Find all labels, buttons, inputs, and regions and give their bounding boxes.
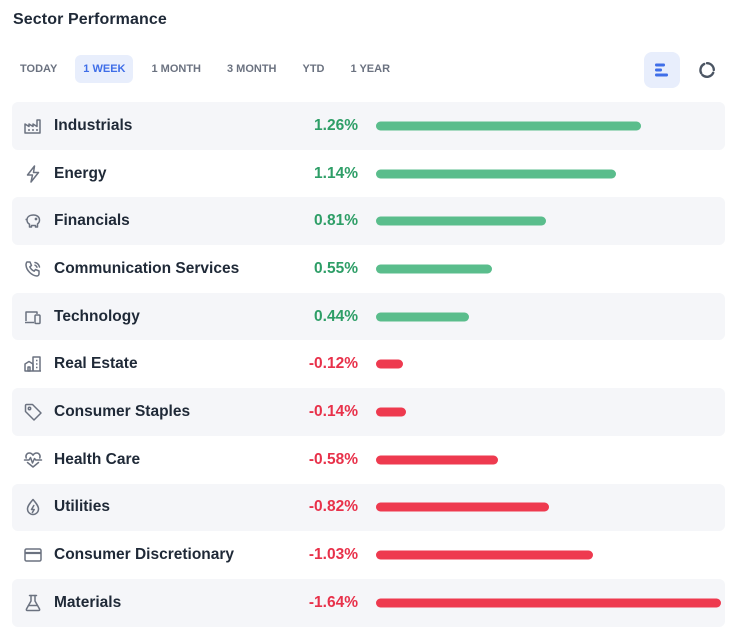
bar-track — [376, 264, 721, 274]
phone-call-icon — [23, 259, 43, 279]
sector-value: 1.14% — [314, 164, 358, 182]
performance-bar — [376, 550, 593, 560]
bar-chart-icon — [655, 63, 668, 77]
tab-ytd[interactable]: YTD — [302, 63, 325, 75]
sector-value: -0.12% — [308, 355, 358, 373]
heartbeat-icon — [23, 450, 43, 470]
sector-name: Health Care — [54, 450, 141, 468]
bar-track — [376, 550, 721, 560]
factory-icon — [23, 116, 43, 136]
sector-value: 1.26% — [314, 116, 358, 134]
performance-bar — [376, 455, 498, 465]
bar-track — [376, 216, 721, 226]
bar-track — [376, 359, 721, 369]
sector-value: -1.64% — [308, 593, 358, 611]
flask-icon — [23, 593, 43, 613]
bar-view-button[interactable] — [644, 52, 680, 88]
widget-title: Sector Performance — [13, 11, 167, 28]
performance-bar — [376, 359, 403, 369]
drop-icon — [23, 497, 43, 517]
sector-name: Industrials — [54, 116, 133, 134]
tab-1-year[interactable]: 1 YEAR — [350, 63, 391, 75]
performance-bar — [376, 312, 469, 322]
bar-track — [376, 502, 721, 512]
sector-value: -1.03% — [308, 546, 358, 564]
bar-track — [376, 312, 721, 322]
sector-row-technology[interactable]: Technology 0.44% — [12, 292, 725, 341]
bar-track — [376, 598, 721, 608]
performance-bar — [376, 407, 406, 417]
tab-1-month[interactable]: 1 MONTH — [151, 63, 201, 75]
period-tabs: TODAY 1 WEEK 1 MONTH 3 MONTH YTD 1 YEAR — [12, 55, 398, 83]
bar-track — [376, 455, 721, 465]
lightning-icon — [23, 164, 43, 184]
sector-name: Energy — [54, 164, 107, 182]
tab-3-month[interactable]: 3 MONTH — [226, 63, 277, 75]
sector-value: 0.44% — [314, 307, 358, 325]
piggy-bank-icon — [23, 211, 43, 231]
bar-track — [376, 407, 721, 417]
performance-bar — [376, 598, 721, 608]
tab-1-week[interactable]: 1 WEEK — [75, 55, 134, 83]
sector-value: -0.58% — [308, 450, 358, 468]
bar-track — [376, 121, 721, 131]
sector-name: Financials — [54, 212, 130, 230]
sector-row-energy[interactable]: Energy 1.14% — [12, 150, 725, 198]
sector-row-communication-services[interactable]: Communication Services 0.55% — [12, 245, 725, 293]
donut-view-button[interactable] — [689, 52, 725, 88]
sector-row-real-estate[interactable]: Real Estate -0.12% — [12, 340, 725, 388]
sector-name: Utilities — [54, 498, 110, 516]
sector-list: Industrials 1.26% Energy 1.14% — [12, 102, 725, 627]
sector-name: Consumer Discretionary — [54, 546, 235, 564]
sector-name: Technology — [54, 307, 140, 325]
sector-name: Consumer Staples — [54, 402, 191, 420]
buildings-icon — [23, 354, 43, 374]
sector-value: -0.82% — [308, 498, 358, 516]
tag-icon — [23, 402, 43, 422]
sector-name: Materials — [54, 593, 122, 611]
performance-bar — [376, 264, 492, 274]
donut-chart-icon — [699, 62, 715, 78]
sector-value: 0.55% — [314, 259, 358, 277]
sector-row-consumer-staples[interactable]: Consumer Staples -0.14% — [12, 388, 725, 436]
sector-row-materials[interactable]: Materials -1.64% — [12, 578, 725, 627]
performance-bar — [376, 216, 547, 226]
tab-today[interactable]: TODAY — [20, 63, 58, 75]
devices-icon — [23, 307, 43, 327]
sector-row-consumer-discretionary[interactable]: Consumer Discretionary -1.03% — [12, 531, 725, 579]
performance-bar — [376, 502, 549, 512]
sector-name: Real Estate — [54, 355, 138, 373]
sector-row-utilities[interactable]: Utilities -0.82% — [12, 483, 725, 532]
sector-row-industrials[interactable]: Industrials 1.26% — [12, 102, 725, 150]
credit-card-icon — [23, 545, 43, 565]
sector-value: 0.81% — [314, 212, 358, 230]
bar-track — [376, 169, 721, 179]
sector-value: -0.14% — [308, 402, 358, 420]
performance-bar — [376, 169, 616, 179]
sector-row-financials[interactable]: Financials 0.81% — [12, 197, 725, 246]
performance-bar — [376, 121, 642, 131]
sector-row-health-care[interactable]: Health Care -0.58% — [12, 436, 725, 484]
sector-name: Communication Services — [54, 259, 240, 277]
